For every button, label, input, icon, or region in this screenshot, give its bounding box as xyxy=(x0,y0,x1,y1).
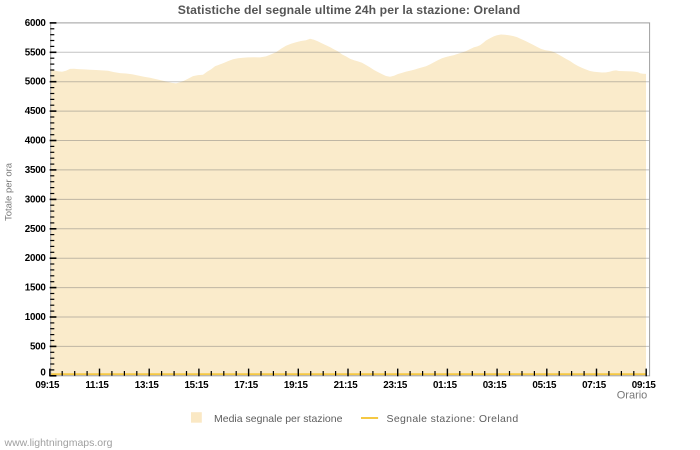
svg-text:17:15: 17:15 xyxy=(234,380,259,391)
svg-text:3500: 3500 xyxy=(25,165,47,176)
svg-text:09:15: 09:15 xyxy=(632,380,657,391)
svg-text:23:15: 23:15 xyxy=(383,380,408,391)
svg-text:Statistiche del segnale ultime: Statistiche del segnale ultime 24h per l… xyxy=(178,3,521,17)
svg-text:1500: 1500 xyxy=(25,283,47,294)
svg-text:03:15: 03:15 xyxy=(483,380,508,391)
svg-text:500: 500 xyxy=(30,341,46,352)
svg-text:5500: 5500 xyxy=(25,47,47,58)
svg-text:3000: 3000 xyxy=(25,194,47,205)
svg-text:Media segnale per stazione: Media segnale per stazione xyxy=(214,413,343,425)
svg-text:6000: 6000 xyxy=(25,18,47,29)
svg-text:www.lightningmaps.org: www.lightningmaps.org xyxy=(4,437,113,449)
svg-text:2000: 2000 xyxy=(25,253,47,264)
svg-text:4500: 4500 xyxy=(25,106,47,117)
svg-text:07:15: 07:15 xyxy=(582,380,607,391)
svg-text:15:15: 15:15 xyxy=(184,380,209,391)
svg-text:09:15: 09:15 xyxy=(35,380,60,391)
svg-text:2500: 2500 xyxy=(25,224,47,235)
svg-text:5000: 5000 xyxy=(25,77,47,88)
svg-text:21:15: 21:15 xyxy=(334,380,359,391)
svg-text:1000: 1000 xyxy=(25,312,47,323)
svg-text:19:15: 19:15 xyxy=(284,380,309,391)
svg-text:13:15: 13:15 xyxy=(135,380,160,391)
svg-text:Orario: Orario xyxy=(617,390,648,402)
svg-text:0: 0 xyxy=(40,368,46,379)
svg-text:05:15: 05:15 xyxy=(532,380,557,391)
svg-text:4000: 4000 xyxy=(25,136,47,147)
svg-text:Totale per ora: Totale per ora xyxy=(4,162,15,221)
svg-text:Segnale stazione: Oreland: Segnale stazione: Oreland xyxy=(387,413,519,425)
svg-text:11:15: 11:15 xyxy=(85,380,109,391)
svg-text:01:15: 01:15 xyxy=(433,380,458,391)
